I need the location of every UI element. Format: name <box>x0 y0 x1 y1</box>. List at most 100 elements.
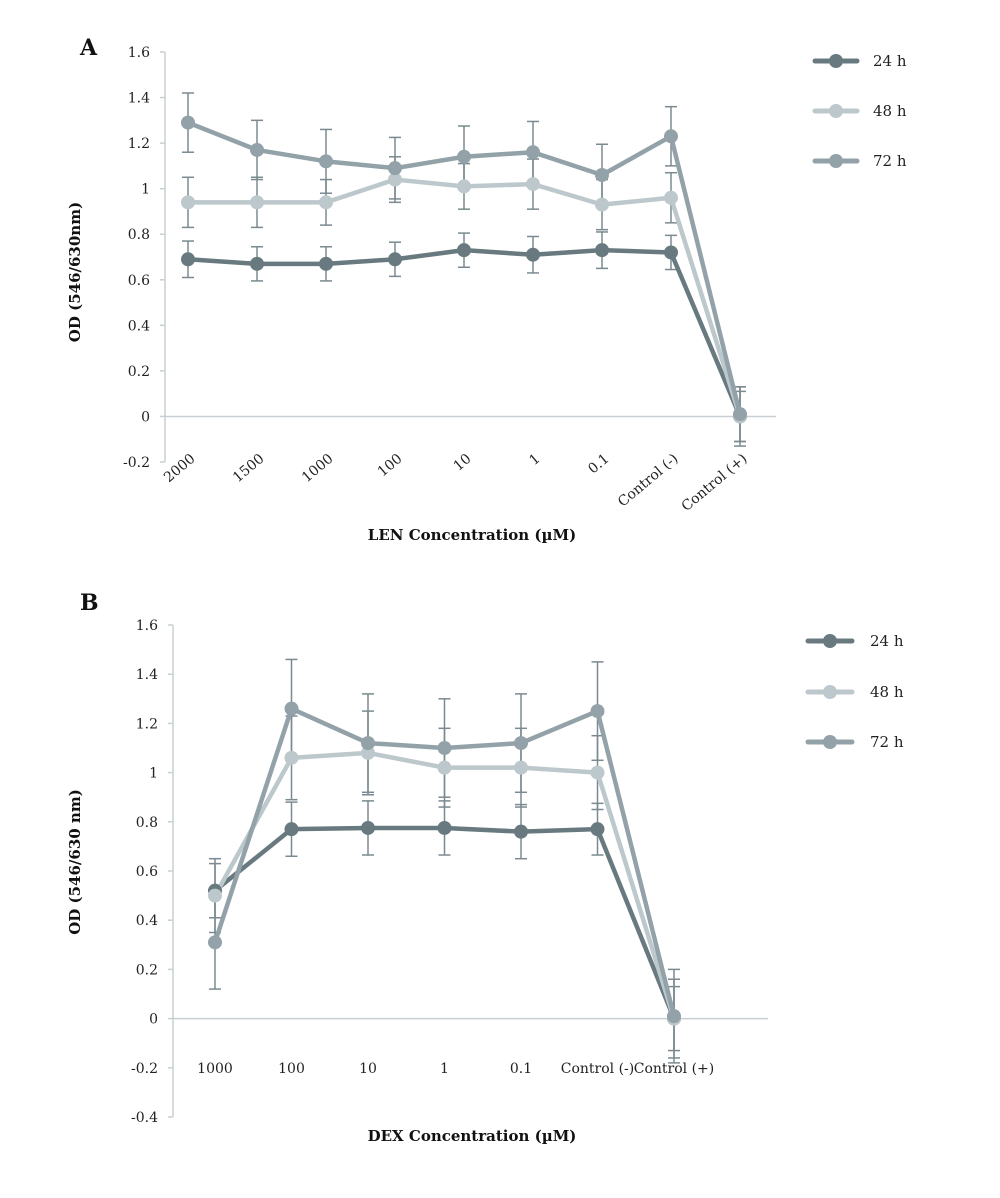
panel-label: B <box>80 590 99 616</box>
data-point <box>437 760 452 775</box>
x-tick-label: 0.1 <box>585 451 612 478</box>
x-tick-label: 0.1 <box>510 1061 532 1077</box>
x-tick-label: 100 <box>375 451 406 480</box>
legend-swatch-marker <box>823 685 837 699</box>
y-tick-label: -0.4 <box>131 1110 158 1126</box>
x-tick-label: 10 <box>359 1061 377 1077</box>
legend-swatch-marker <box>823 634 837 648</box>
data-point <box>284 701 299 716</box>
x-tick-label: Control (+) <box>634 1061 715 1077</box>
y-tick-label: 1.2 <box>136 716 158 732</box>
data-point <box>514 760 528 775</box>
data-point <box>733 407 747 422</box>
x-tick-label: 1 <box>526 451 543 469</box>
data-point <box>526 247 540 262</box>
legend-label: 48 h <box>870 683 904 701</box>
y-tick-label: 1 <box>141 182 150 198</box>
series-48h <box>182 156 746 443</box>
panel-label: A <box>79 35 98 61</box>
series-24h <box>182 231 746 447</box>
data-point <box>319 256 333 271</box>
x-tick-label: 1 <box>440 1061 449 1077</box>
legend-swatch-marker <box>829 104 843 118</box>
data-point <box>595 197 609 212</box>
data-point <box>284 750 299 765</box>
y-tick-label: 1.2 <box>128 136 150 152</box>
data-point <box>437 820 452 835</box>
y-tick-label: 0.4 <box>136 913 158 929</box>
data-point <box>590 704 605 719</box>
data-point <box>319 154 333 169</box>
y-tick-label: 0.8 <box>128 227 150 243</box>
y-tick-label: 0 <box>149 1012 158 1028</box>
data-point <box>208 935 222 950</box>
y-tick-label: 1.6 <box>128 45 150 61</box>
data-point <box>181 252 195 267</box>
data-point <box>388 172 402 187</box>
x-tick-label: 1500 <box>230 451 268 486</box>
y-tick-label: -0.2 <box>123 455 150 471</box>
data-point <box>514 824 528 839</box>
y-tick-label: 0.2 <box>128 364 150 380</box>
y-tick-label: 0.4 <box>128 318 150 334</box>
legend-label: 24 h <box>870 632 904 650</box>
data-point <box>388 161 402 176</box>
legend-label: 72 h <box>870 733 904 751</box>
series-24h <box>209 800 680 1052</box>
y-tick-label: 0.2 <box>136 962 158 978</box>
data-point <box>319 195 333 210</box>
legend-swatch-marker <box>829 154 843 168</box>
x-tick-label: 1000 <box>197 1061 233 1077</box>
series-line <box>187 247 743 418</box>
x-tick-label: 10 <box>451 451 475 475</box>
data-point <box>595 243 609 258</box>
data-point <box>590 765 605 780</box>
data-point <box>526 177 540 192</box>
y-tick-label: 1.4 <box>128 91 150 107</box>
x-tick-label: Control (-) <box>615 451 682 511</box>
data-point <box>250 195 264 210</box>
data-point <box>526 145 540 160</box>
legend-label: 72 h <box>873 152 907 170</box>
y-tick-label: 1 <box>149 766 158 782</box>
y-tick-label: 1.4 <box>136 667 158 683</box>
legend-label: 48 h <box>873 102 907 120</box>
data-point <box>664 190 678 205</box>
data-point <box>250 256 264 271</box>
y-tick-label: 0.6 <box>136 864 158 880</box>
y-axis-title: OD (546/630nm) <box>66 202 84 342</box>
x-tick-label: 1000 <box>299 451 337 486</box>
series-line <box>188 177 743 418</box>
x-tick-label: 2000 <box>161 451 199 486</box>
data-point <box>388 252 402 267</box>
y-tick-label: -0.2 <box>131 1061 158 1077</box>
data-point <box>595 168 609 182</box>
x-axis-title: DEX Concentration (µM) <box>368 1127 577 1145</box>
y-tick-label: 1.6 <box>136 618 158 634</box>
chart-panel-b: B -0.4 -0.2 0 0.2 0.4 0.6 0.8 1 1.2 1.4 1.6 1000 100 1… <box>66 590 904 1145</box>
data-point <box>664 129 678 144</box>
data-point <box>361 745 375 760</box>
x-tick-label: 100 <box>278 1061 305 1077</box>
legend-swatch-marker <box>829 54 843 68</box>
data-point <box>361 736 375 751</box>
legend-label: 24 h <box>873 52 907 70</box>
data-point <box>250 142 264 157</box>
data-point <box>181 115 195 130</box>
data-point <box>437 741 452 755</box>
data-point <box>457 179 471 194</box>
x-tick-label: Control (+) <box>679 451 751 515</box>
y-axis-title: OD (546/630 nm) <box>66 789 84 935</box>
y-tick-label: 0.8 <box>136 815 158 831</box>
data-point <box>457 243 471 258</box>
data-point <box>514 736 528 751</box>
data-point <box>181 195 195 210</box>
legend-swatch-marker <box>823 735 837 749</box>
data-point <box>590 822 605 837</box>
x-axis-title: LEN Concentration (µM) <box>368 526 576 544</box>
series-line <box>213 825 677 1020</box>
data-point <box>208 888 222 903</box>
x-tick-label: Control (-) <box>561 1061 635 1077</box>
